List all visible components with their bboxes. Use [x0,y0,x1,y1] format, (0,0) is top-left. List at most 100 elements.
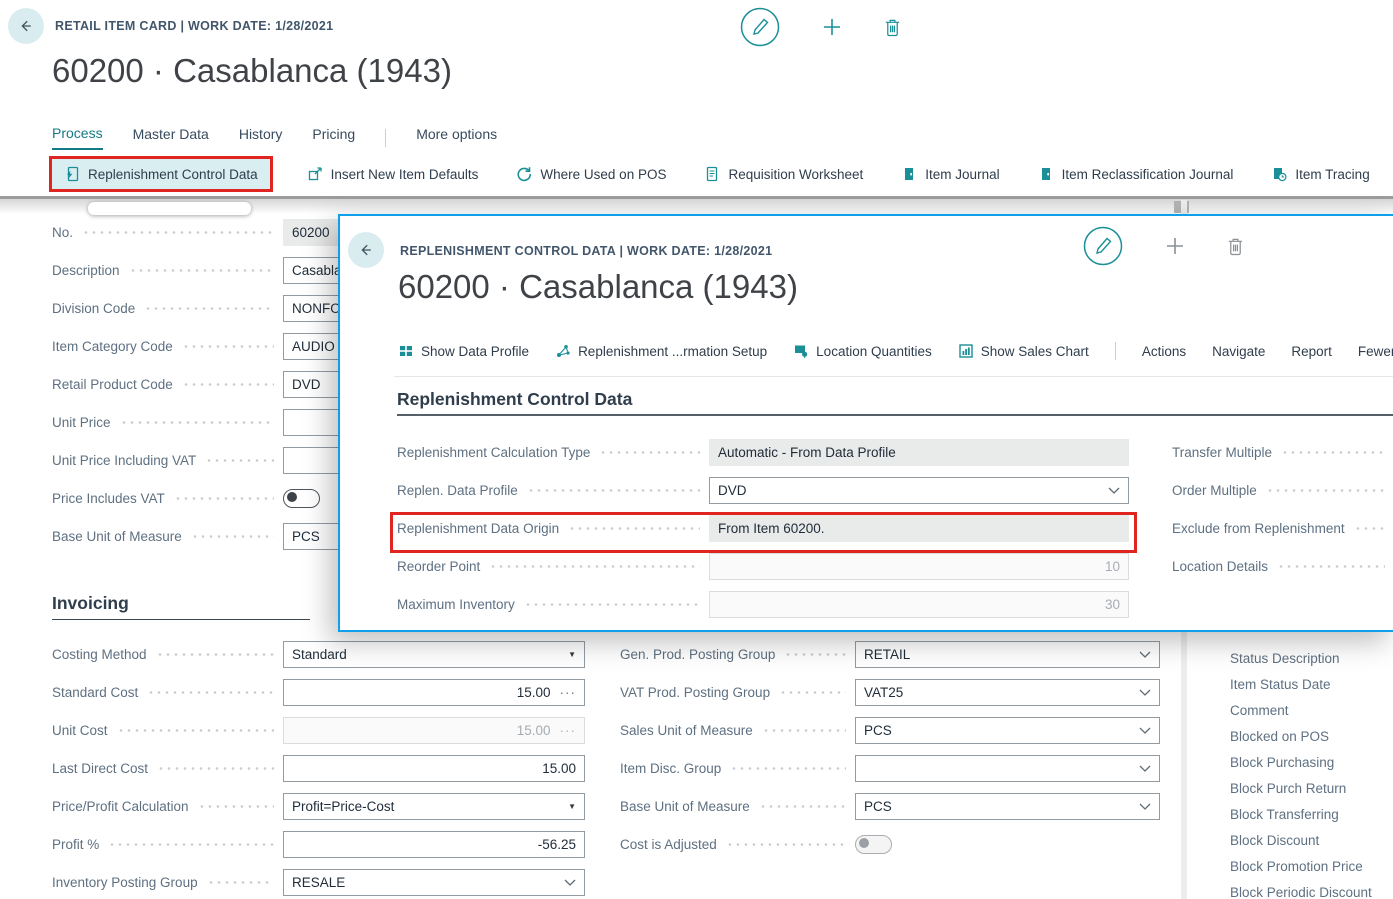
item-disc-group-field[interactable] [855,754,1160,782]
gen-prod-posting-group-value: RETAIL [864,646,911,662]
field-row-transfer-multiple: Transfer Multiple [1172,433,1393,471]
toggle-knob [859,838,869,848]
dialog-delete-button[interactable] [1227,237,1244,256]
chevron-down-icon[interactable] [1139,727,1151,734]
action-label: Item Tracing [1295,166,1370,182]
actions-menu[interactable]: Actions [1141,343,1187,359]
dotted-leader [489,564,700,568]
costing-method-select[interactable]: Standard ▼ [283,640,585,668]
tab-more-options[interactable]: More options [416,126,498,142]
show-sales-chart-action[interactable]: Show Sales Chart [958,343,1089,359]
show-data-profile-action[interactable]: Show Data Profile [398,343,529,359]
field-label: Unit Price Including VAT [52,452,197,468]
chevron-down-icon[interactable] [1139,765,1151,772]
last-direct-cost-field[interactable]: 15.00 [283,754,585,782]
base-unit-of-measure-field-2[interactable]: PCS [855,792,1160,820]
block-periodic-discount-label: Block Periodic Discount [1230,884,1372,899]
field-row-replen-data-profile: Replen. Data Profile DVD [397,471,1129,509]
status-description-label: Status Description [1230,650,1340,666]
tab-master-data[interactable]: Master Data [132,126,209,142]
profit-pct-field[interactable]: -56.25 [283,830,585,858]
edit-button[interactable] [740,7,780,47]
dotted-leader [144,306,274,310]
item-tracing-action[interactable]: Item Tracing [1267,160,1373,188]
dotted-leader [779,690,846,694]
chevron-down-icon[interactable] [1139,803,1151,810]
chevron-down-icon[interactable] [564,879,576,886]
dotted-leader [147,690,274,694]
chevron-down-icon[interactable] [1108,487,1120,494]
field-row-inventory-posting-group: Inventory Posting Group RESALE [52,863,585,899]
field-label: Price/Profit Calculation [52,798,189,814]
field-label: Unit Cost [52,722,108,738]
field-row-price-includes-vat: Price Includes VAT [52,479,396,517]
sales-unit-of-measure-field[interactable]: PCS [855,716,1160,744]
dotted-leader [725,842,846,846]
dotted-leader [761,728,846,732]
dotted-leader [526,488,700,492]
plus-icon [824,19,840,35]
action-label: Requisition Worksheet [728,166,864,182]
tracing-clock-icon [1274,168,1287,182]
gen-prod-posting-group-field[interactable]: RETAIL [855,640,1160,668]
horizontal-scrollbar-thumb[interactable] [88,202,251,215]
inventory-posting-group-field[interactable]: RESALE [283,868,585,896]
new-button[interactable] [822,17,842,37]
price-includes-vat-toggle[interactable] [283,488,320,508]
action-label: Insert New Item Defaults [330,166,479,182]
back-button[interactable] [8,8,44,44]
back-arrow-icon [21,20,31,32]
delete-button[interactable] [884,18,901,37]
data-grid-icon [400,346,412,356]
base-unit-of-measure-value: PCS [864,798,892,814]
replenishment-control-data-action[interactable]: Replenishment Control Data [49,156,273,192]
where-used-on-pos-action[interactable]: Where Used on POS [512,160,670,188]
assist-edit-icon: ··· [559,722,576,738]
chevron-down-icon[interactable] [1139,651,1151,658]
dotted-leader [108,842,274,846]
field-label: Replen. Data Profile [397,482,518,498]
invoicing-section-heading: Invoicing [52,593,129,613]
price-profit-calculation-select[interactable]: Profit=Price-Cost ▼ [283,792,585,820]
field-row-order-multiple: Order Multiple [1172,471,1393,509]
field-label: Location Details [1172,558,1269,574]
insert-new-item-defaults-action[interactable]: Insert New Item Defaults [303,160,483,188]
block-discount-label: Block Discount [1230,832,1320,848]
block-purchasing-label: Block Purchasing [1230,754,1335,770]
assist-edit-icon[interactable]: ··· [559,684,576,700]
dialog-back-button[interactable] [348,232,384,268]
fewer-options-menu[interactable]: Fewer [1358,344,1393,359]
field-label: Costing Method [52,646,147,662]
replen-data-profile-field[interactable]: DVD [709,476,1129,504]
field-label: Standard Cost [52,684,139,700]
pencil-icon [740,7,780,47]
dialog-new-button[interactable] [1165,236,1185,256]
report-menu[interactable]: Report [1291,343,1332,359]
item-journal-action[interactable]: Item Journal [897,160,1003,188]
tab-history[interactable]: History [238,126,283,142]
setup-nodes-icon [557,345,570,357]
plus-icon [1167,238,1183,254]
field-row-cost-is-adjusted: Cost is Adjusted [620,825,1160,863]
tab-pricing[interactable]: Pricing [312,126,356,142]
tab-process[interactable]: Process [52,125,103,150]
standard-cost-field[interactable]: 15.00 ··· [283,678,585,706]
dotted-leader [82,230,274,234]
replenishment-information-setup-action[interactable]: Replenishment ...rmation Setup [555,343,767,359]
location-quantities-action[interactable]: Location Quantities [793,343,932,359]
chevron-down-icon[interactable] [1139,689,1151,696]
navigate-menu[interactable]: Navigate [1212,343,1266,359]
field-label: Replenishment Calculation Type [397,444,591,460]
toggle-knob [287,492,297,502]
dotted-leader [155,652,274,656]
vat-prod-posting-group-field[interactable]: VAT25 [855,678,1160,706]
dialog-toolbar-divider [394,376,1393,377]
pencil-icon [1083,226,1123,266]
dotted-leader [758,804,846,808]
dialog-edit-button[interactable] [1083,226,1123,266]
item-reclassification-journal-action[interactable]: Item Reclassification Journal [1034,160,1238,188]
dotted-leader [181,344,274,348]
field-label: Order Multiple [1172,482,1257,498]
field-label: Base Unit of Measure [620,798,750,814]
requisition-worksheet-action[interactable]: Requisition Worksheet [700,160,867,188]
